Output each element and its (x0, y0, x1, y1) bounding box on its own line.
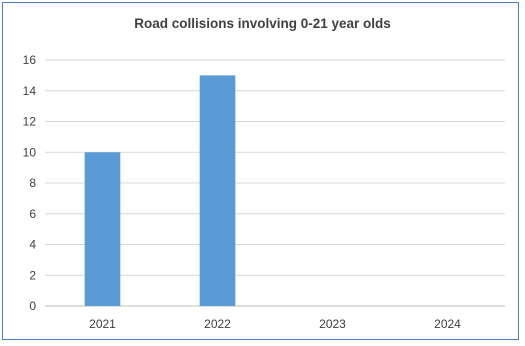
y-tick-label: 8 (29, 176, 36, 190)
x-tick-label: 2023 (319, 317, 346, 331)
y-tick-label: 12 (23, 115, 37, 129)
chart-title: Road collisions involving 0-21 year olds (134, 16, 391, 31)
y-axis-ticks: 0 2 4 6 8 10 12 14 16 (23, 53, 37, 313)
y-tick-label: 4 (29, 238, 36, 252)
x-tick-label: 2024 (434, 317, 461, 331)
y-tick-label: 14 (23, 84, 37, 98)
x-tick-label: 2022 (204, 317, 231, 331)
bars (84, 75, 236, 306)
y-tick-label: 6 (29, 207, 36, 221)
y-tick-label: 0 (29, 299, 36, 313)
y-tick-label: 16 (23, 53, 37, 67)
x-tick-label: 2021 (89, 317, 116, 331)
y-tick-label: 2 (29, 268, 36, 282)
bar-2022 (199, 75, 236, 306)
y-tick-label: 10 (23, 145, 37, 159)
bar-2021 (84, 152, 121, 306)
x-axis-ticks: 2021 2022 2023 2024 (89, 317, 461, 331)
gridlines (45, 59, 505, 307)
